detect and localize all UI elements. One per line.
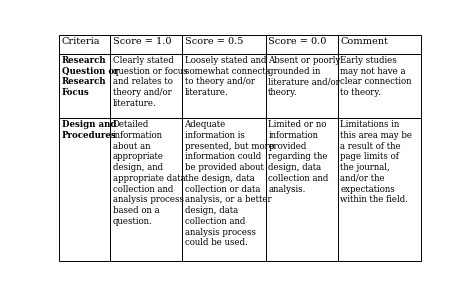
Bar: [337, 35, 421, 54]
Text: Limited or no
information
provided
regarding the
design, data
collection and
ana: Limited or no information provided regar…: [268, 120, 328, 194]
Bar: [337, 118, 421, 261]
Text: Loosely stated and
somewhat connects
to theory and/or
literature.: Loosely stated and somewhat connects to …: [184, 56, 270, 97]
Bar: [59, 35, 110, 54]
Text: Absent or poorly
grounded in
literature and/or
theory.: Absent or poorly grounded in literature …: [268, 56, 341, 97]
Text: Score = 1.0: Score = 1.0: [112, 38, 171, 46]
Bar: [182, 35, 266, 54]
Bar: [59, 118, 110, 261]
Text: Criteria: Criteria: [62, 38, 100, 46]
Bar: [266, 118, 337, 261]
Bar: [110, 54, 182, 118]
Text: Score = 0.5: Score = 0.5: [184, 38, 243, 46]
Text: Adequate
information is
presented, but more
information could
be provided about
: Adequate information is presented, but m…: [184, 120, 273, 248]
Text: Comment: Comment: [340, 38, 388, 46]
Text: Early studies
may not have a
clear connection
to theory.: Early studies may not have a clear conne…: [340, 56, 412, 97]
Bar: [182, 54, 266, 118]
Bar: [110, 35, 182, 54]
Text: Clearly stated
question or focus
and relates to
theory and/or
literature.: Clearly stated question or focus and rel…: [112, 56, 187, 108]
Bar: [337, 54, 421, 118]
Text: Score = 0.0: Score = 0.0: [268, 38, 327, 46]
Text: Detailed
information
about an
appropriate
design, and
appropriate data
collectio: Detailed information about an appropriat…: [112, 120, 185, 226]
Bar: [110, 118, 182, 261]
Text: Design and
Procedures: Design and Procedures: [62, 120, 117, 140]
Bar: [182, 118, 266, 261]
Bar: [59, 54, 110, 118]
Bar: [266, 35, 337, 54]
Text: Limitations in
this area may be
a result of the
page limits of
the journal,
and/: Limitations in this area may be a result…: [340, 120, 412, 205]
Bar: [266, 54, 337, 118]
Text: Research
Question or
Research
Focus: Research Question or Research Focus: [62, 56, 118, 97]
